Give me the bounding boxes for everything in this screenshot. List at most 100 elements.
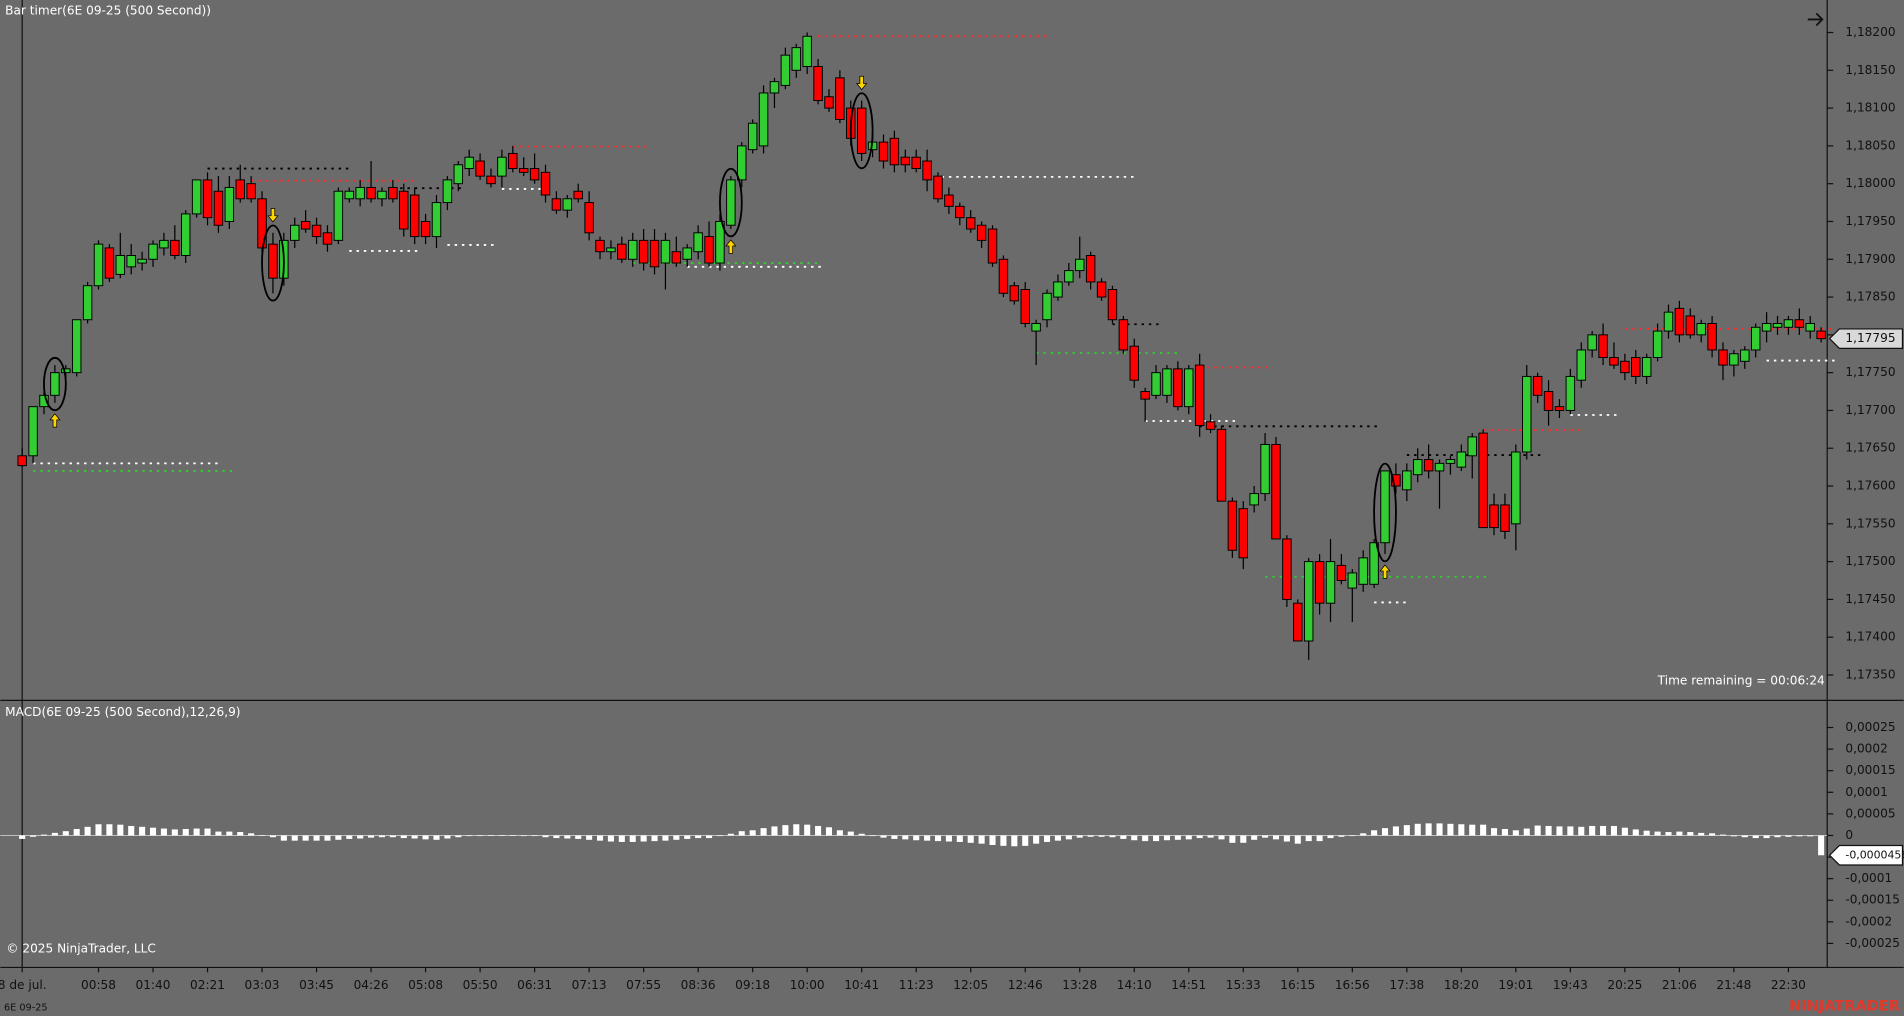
macd-bar: [858, 833, 865, 836]
candle-body: [1325, 561, 1336, 604]
candle-body: [976, 224, 987, 241]
macd-bar: [149, 827, 157, 836]
candle-body: [1761, 323, 1772, 332]
candle-body: [202, 179, 213, 219]
macd-bar: [226, 831, 233, 836]
macd-bar: [433, 835, 440, 840]
candle-body: [529, 168, 540, 181]
candle-body: [1674, 307, 1685, 336]
macd-bar: [1283, 835, 1290, 842]
candle-body: [780, 54, 791, 86]
macd-bar: [989, 835, 996, 845]
signal-ellipse: [719, 167, 743, 238]
y-tick-label: 1,18100: [1845, 101, 1895, 115]
macd-bar: [95, 824, 102, 836]
candle-body: [1162, 368, 1172, 396]
last-price-marker: [1828, 328, 1904, 349]
y-tick-label: 1,18150: [1845, 63, 1895, 77]
macd-bar: [607, 835, 614, 842]
x-tick-label: 19:43: [1553, 978, 1588, 992]
y-tick-label: 1,17900: [1845, 252, 1895, 266]
macd-bar: [1578, 826, 1585, 836]
candle-body: [1053, 281, 1063, 298]
macd-bar: [695, 835, 702, 839]
macd-bar: [924, 835, 931, 841]
y-tick-label: 0,00025: [1845, 720, 1895, 734]
macd-bar: [1251, 835, 1258, 840]
y-tick-label: 1,17550: [1845, 516, 1895, 530]
y-tick-label: 1,17400: [1845, 630, 1895, 644]
macd-bar: [237, 832, 244, 836]
candle-body: [148, 243, 158, 260]
candle-body: [987, 228, 998, 264]
y-tick-label: 1,18000: [1845, 176, 1895, 190]
macd-bar: [760, 828, 767, 836]
candle-body: [322, 232, 333, 245]
candle-body: [627, 239, 638, 260]
macd-bar: [1730, 835, 1737, 837]
macd-bar: [1523, 828, 1530, 836]
candle-body: [268, 243, 278, 279]
candle-body: [1554, 406, 1565, 411]
macd-bar: [1229, 835, 1236, 843]
candle-body: [486, 175, 496, 185]
macd-bar: [1600, 825, 1607, 836]
copyright: © 2025 NinjaTrader, LLC: [6, 942, 155, 956]
macd-bar: [956, 835, 963, 842]
macd-bar: [651, 835, 658, 842]
candle-body: [998, 258, 1009, 294]
candle-body: [1129, 345, 1139, 381]
candle-body: [1151, 372, 1161, 396]
macd-bar: [1294, 835, 1301, 844]
candle-body: [802, 35, 812, 68]
x-tick-label: 12:46: [1008, 978, 1043, 992]
macd-bar: [1425, 823, 1432, 836]
x-tick-label: 05:08: [408, 978, 443, 992]
candle-body: [1293, 602, 1303, 642]
candle-body: [115, 254, 126, 275]
x-tick-label: 21:48: [1716, 978, 1751, 992]
x-tick-label: 07:55: [626, 978, 661, 992]
candle-body: [1391, 474, 1401, 487]
macd-bar: [215, 831, 222, 836]
candle-body: [1652, 330, 1663, 359]
candle-body: [137, 258, 147, 264]
macd-bar: [509, 835, 516, 836]
candle-body: [1009, 285, 1020, 302]
y-tick-label: 1,17500: [1845, 554, 1895, 568]
signal-ellipse: [1373, 462, 1397, 563]
candle-body: [1729, 353, 1739, 366]
macd-bar: [1807, 835, 1814, 837]
candle-body: [1303, 561, 1314, 642]
macd-bar: [1469, 824, 1476, 836]
candle-body: [1249, 493, 1259, 506]
macd-bar: [1501, 828, 1508, 836]
candle-body: [889, 137, 900, 166]
candle-body: [93, 243, 104, 287]
macd-bar: [1305, 835, 1312, 842]
macd-bar: [1436, 823, 1443, 836]
brand: NINJATRADER: [1789, 997, 1900, 1014]
macd-bar: [1338, 835, 1345, 837]
candle-body: [50, 372, 60, 396]
macd-bar: [945, 835, 952, 842]
y-tick-label: 0,0001: [1845, 785, 1887, 799]
candle-body: [1707, 323, 1717, 351]
candle-body: [1336, 564, 1347, 581]
candle-body: [638, 239, 649, 264]
macd-bar: [1327, 835, 1334, 839]
candle-body: [1075, 258, 1085, 272]
candle-body: [682, 247, 692, 260]
cursor-icon[interactable]: [1807, 12, 1824, 27]
candle-body: [333, 190, 344, 241]
macd-bar: [1719, 834, 1727, 836]
x-tick-label: 20:25: [1607, 978, 1642, 992]
macd-bar: [1621, 827, 1628, 836]
candle-body: [824, 96, 834, 109]
candle-body: [726, 179, 736, 226]
macd-bar: [771, 826, 778, 836]
macd-bar: [1316, 835, 1323, 842]
x-tick-label: 16:56: [1335, 978, 1370, 992]
macd-bar: [1545, 825, 1552, 836]
